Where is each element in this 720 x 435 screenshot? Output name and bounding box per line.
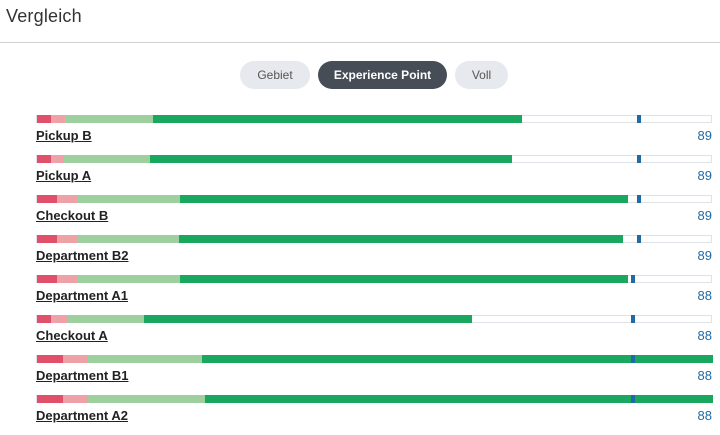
page-title: Vergleich [6,6,82,26]
row-label-link[interactable]: Checkout A [36,328,108,343]
view-toggle: Gebiet Experience Point Voll [0,61,720,89]
benchmark-marker [630,315,635,323]
segment-bad [62,355,89,363]
segment-very-good [178,235,624,243]
segment-very-good [180,275,628,283]
row-score: 89 [697,208,712,223]
tab-experience-point[interactable]: Experience Point [318,61,447,89]
segment-bad [57,275,78,283]
segment-very-good [205,395,713,403]
distribution-bar [36,235,712,243]
benchmark-marker [637,155,642,163]
segment-very-bad [37,275,58,283]
row-label-link[interactable]: Department B2 [36,248,129,263]
segment-very-bad [37,235,58,243]
segment-very-bad [37,115,51,123]
segment-very-bad [37,315,51,323]
segment-very-bad [37,155,51,163]
distribution-bar [36,355,713,363]
benchmark-marker [630,275,635,283]
comparison-row: Checkout B 89 [0,195,720,235]
segment-very-bad [37,195,58,203]
segment-good [64,155,150,163]
comparison-row: Department A2 88 [0,395,720,435]
distribution-bar [36,195,712,203]
benchmark-marker [630,395,635,403]
benchmark-marker [637,195,642,203]
distribution-bar [36,395,713,403]
row-label-link[interactable]: Checkout B [36,208,109,223]
row-label-link[interactable]: Department B1 [36,368,129,383]
segment-very-bad [37,355,63,363]
segment-bad [50,115,66,123]
row-score: 89 [697,168,712,183]
segment-bad [57,235,78,243]
row-label-link[interactable]: Department A2 [36,408,128,423]
comparison-row: Department B1 88 [0,355,720,395]
segment-bad [50,155,65,163]
segment-very-good [180,195,628,203]
segment-very-good [149,155,512,163]
segment-good [88,395,206,403]
comparison-row: Checkout A 88 [0,315,720,355]
segment-bad [50,315,68,323]
segment-very-good [153,115,522,123]
row-score: 88 [697,288,712,303]
row-score: 88 [697,328,712,343]
segment-very-bad [37,395,63,403]
tab-gebiet[interactable]: Gebiet [240,61,310,89]
distribution-bar [36,155,712,163]
comparison-row: Pickup B 89 [0,115,720,155]
benchmark-marker [637,115,642,123]
header: Vergleich [0,0,720,43]
row-score: 88 [697,408,712,423]
segment-good [77,195,181,203]
comparison-row: Pickup A 89 [0,155,720,195]
segment-bad [62,395,89,403]
distribution-bar [36,315,712,323]
benchmark-marker [637,235,642,243]
benchmark-marker [630,355,635,363]
row-score: 89 [697,248,712,263]
comparison-row: Department A1 88 [0,275,720,315]
row-score: 88 [697,368,712,383]
distribution-bar [36,115,712,123]
segment-bad [57,195,78,203]
segment-good [65,115,154,123]
segment-very-good [201,355,713,363]
tab-voll[interactable]: Voll [455,61,508,89]
row-label-link[interactable]: Pickup A [36,168,92,183]
segment-good [77,275,181,283]
segment-good [77,235,179,243]
row-label-link[interactable]: Department A1 [36,288,128,303]
segment-very-good [143,315,472,323]
distribution-bar [36,275,712,283]
segment-good [67,315,144,323]
row-score: 89 [697,128,712,143]
row-label-link[interactable]: Pickup B [36,128,92,143]
segment-good [88,355,202,363]
comparison-row: Department B2 89 [0,235,720,275]
